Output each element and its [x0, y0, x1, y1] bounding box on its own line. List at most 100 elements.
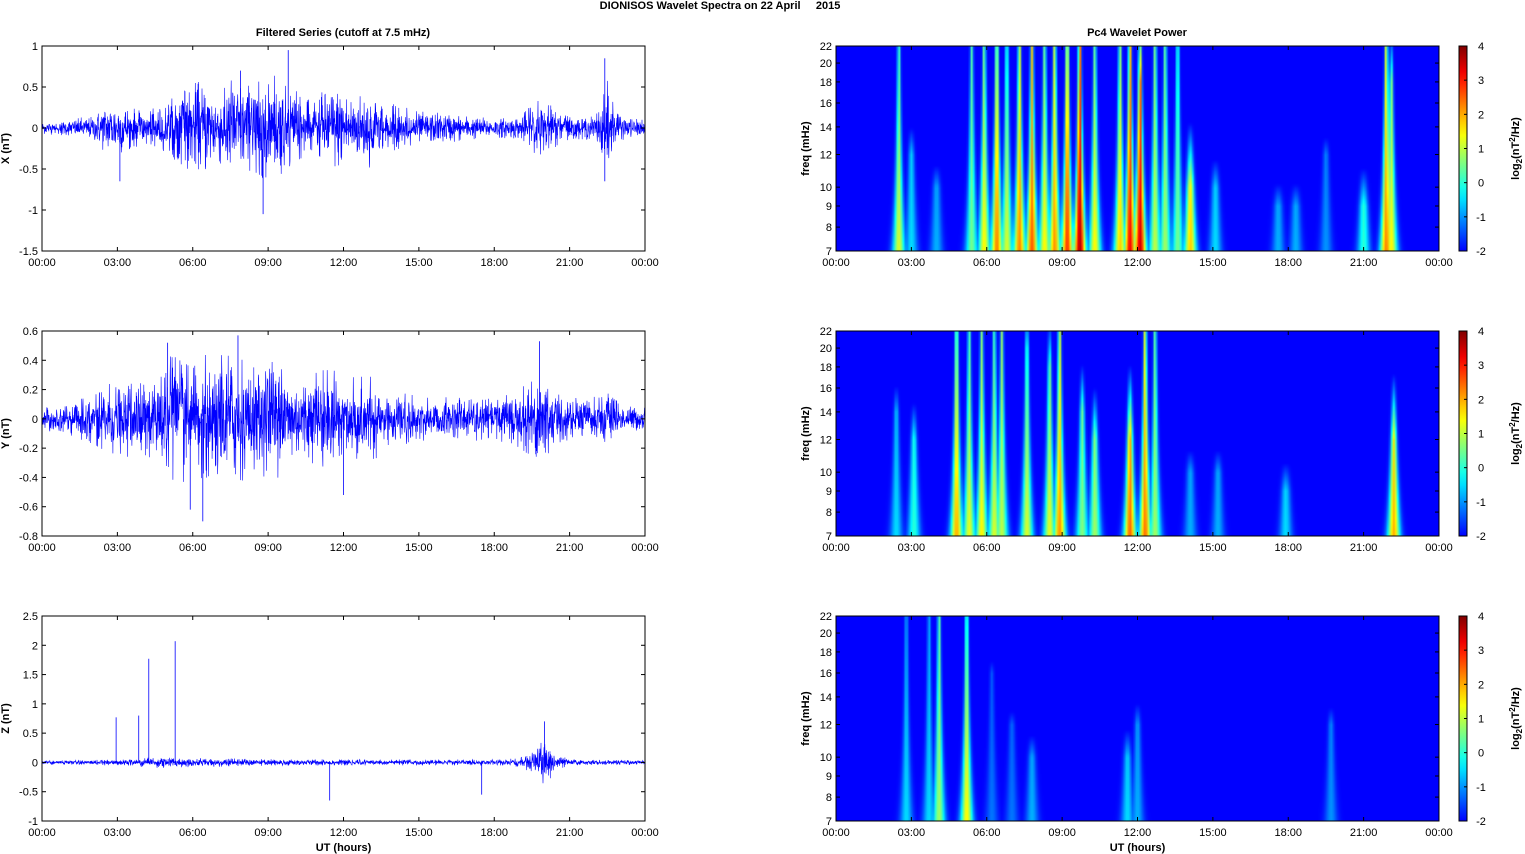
wv-xtick-label: 12:00: [1124, 542, 1152, 554]
ytick-label: 18: [820, 77, 832, 89]
ytick-label: 12: [820, 150, 832, 162]
plot-area: [42, 616, 645, 821]
ytick-label: 2: [32, 640, 38, 652]
ylabel: freq (mHz): [800, 406, 812, 461]
ytick-label: 22: [820, 611, 832, 623]
ts-xtick-label: 21:00: [556, 257, 584, 269]
colorbar-tick-label: 2: [1478, 679, 1484, 691]
ts-xtick-label: 00:00: [28, 827, 56, 839]
colorbar-tick-label: 4: [1478, 611, 1484, 623]
wv-xtick-label: 18:00: [1274, 542, 1302, 554]
colorbar-tick-label: 2: [1478, 109, 1484, 121]
ts-xtick-label: 09:00: [254, 542, 282, 554]
ytick-label: 10: [820, 182, 832, 194]
ts-xtick-label: 03:00: [104, 542, 132, 554]
timeseries-panel-3: -1 -0.5 0 0.5 1 1.5 2 2.5 00:00 03:00 06:00 09:00 12…: [0, 611, 659, 854]
ylabel: Z (nT): [0, 703, 12, 734]
left-column-title: Filtered Series (cutoff at 7.5 mHz): [256, 27, 431, 39]
ts-xtick-label: 09:00: [254, 827, 282, 839]
wv-xlabel: UT (hours): [1110, 842, 1166, 854]
ytick-label: 9: [826, 771, 832, 783]
wv-xtick-label: 06:00: [973, 257, 1001, 269]
ts-xtick-label: 15:00: [405, 257, 433, 269]
ytick-label: -0.4: [19, 472, 38, 484]
colorbar-label-part: /Hz): [1510, 687, 1522, 708]
ytick-label: 1.5: [23, 670, 38, 682]
ytick-label: 10: [820, 467, 832, 479]
wv-xtick-label: 15:00: [1199, 827, 1227, 839]
wv-xtick-label: 00:00: [1425, 827, 1453, 839]
wv-xtick-label: 03:00: [898, 827, 926, 839]
ytick-label: 14: [820, 407, 832, 419]
colorbar-tick-label: 0: [1478, 463, 1484, 475]
ts-xtick-label: 18:00: [480, 542, 508, 554]
timeseries-panel-1: -1.5 -1 -0.5 0 0.5 1 00:00 03:00 06:00 09:00 12:00…: [0, 41, 659, 269]
wv-xtick-label: 15:00: [1199, 542, 1227, 554]
wv-xtick-label: 00:00: [822, 827, 850, 839]
ytick-label: 16: [820, 668, 832, 680]
wv-xtick-label: 21:00: [1350, 827, 1378, 839]
wv-xtick-label: 15:00: [1199, 257, 1227, 269]
ytick-label: 1: [32, 41, 38, 53]
wv-xtick-label: 18:00: [1274, 827, 1302, 839]
ytick-label: -1: [28, 816, 38, 828]
colorbar-tick-label: 4: [1478, 326, 1484, 338]
colorbar-tick-label: 2: [1478, 394, 1484, 406]
ytick-label: 0.6: [23, 326, 38, 338]
colorbar-label-part: (nT: [1510, 427, 1522, 444]
ytick-label: 0: [32, 757, 38, 769]
colorbar-tick-label: 0: [1478, 748, 1484, 760]
wv-xtick-label: 21:00: [1350, 542, 1378, 554]
colorbar-label-part: (nT: [1510, 142, 1522, 159]
ts-xtick-label: 00:00: [631, 257, 659, 269]
ts-xtick-label: 15:00: [405, 827, 433, 839]
colorbar-tick-label: 1: [1478, 714, 1484, 726]
ytick-label: 14: [820, 122, 832, 134]
ts-xtick-label: 03:00: [104, 257, 132, 269]
colorbar-label-part: 2: [1508, 422, 1517, 427]
wavelet-power-heatmap: [836, 616, 1439, 821]
colorbar-label-part: log: [1510, 448, 1522, 465]
ytick-label: 9: [826, 486, 832, 498]
colorbar-label: log2(nT2/Hz): [1508, 117, 1524, 180]
ytick-label: 0.5: [23, 728, 38, 740]
ytick-label: 7: [826, 531, 832, 543]
ytick-label: 22: [820, 41, 832, 53]
right-column-title: Pc4 Wavelet Power: [1087, 27, 1188, 39]
wv-xtick-label: 03:00: [898, 542, 926, 554]
colorbar-label-part: 2: [1515, 728, 1524, 733]
colorbar-label: log2(nT2/Hz): [1508, 687, 1524, 750]
ytick-label: 8: [826, 507, 832, 519]
wv-xtick-label: 00:00: [822, 542, 850, 554]
wv-xtick-label: 00:00: [1425, 257, 1453, 269]
wv-xtick-label: 09:00: [1048, 827, 1076, 839]
ytick-label: 14: [820, 692, 832, 704]
wv-xtick-label: 12:00: [1124, 257, 1152, 269]
ts-xtick-label: 21:00: [556, 542, 584, 554]
colorbar-tick-label: -1: [1476, 782, 1486, 794]
wv-xtick-label: 18:00: [1274, 257, 1302, 269]
ts-xtick-label: 15:00: [405, 542, 433, 554]
ts-xtick-label: 06:00: [179, 542, 207, 554]
ylabel: X (nT): [0, 133, 12, 164]
ytick-label: 18: [820, 362, 832, 374]
ytick-label: 12: [820, 435, 832, 447]
ytick-label: 18: [820, 647, 832, 659]
ytick-label: 12: [820, 720, 832, 732]
colorbar-label: log2(nT2/Hz): [1508, 402, 1524, 465]
ytick-label: 10: [820, 752, 832, 764]
colorbar-label-part: 2: [1515, 443, 1524, 448]
ytick-label: 0.5: [23, 82, 38, 94]
timeseries-panel-2: -0.8 -0.6 -0.4 -0.2 0 0.2 0.4 0.6 00:00 03:00 06:0…: [0, 326, 659, 554]
colorbar-tick-label: 3: [1478, 360, 1484, 372]
ts-xtick-label: 00:00: [631, 827, 659, 839]
ytick-label: 9: [826, 201, 832, 213]
colorbar-tick-label: 1: [1478, 144, 1484, 156]
ytick-label: 16: [820, 383, 832, 395]
wv-xtick-label: 00:00: [822, 257, 850, 269]
